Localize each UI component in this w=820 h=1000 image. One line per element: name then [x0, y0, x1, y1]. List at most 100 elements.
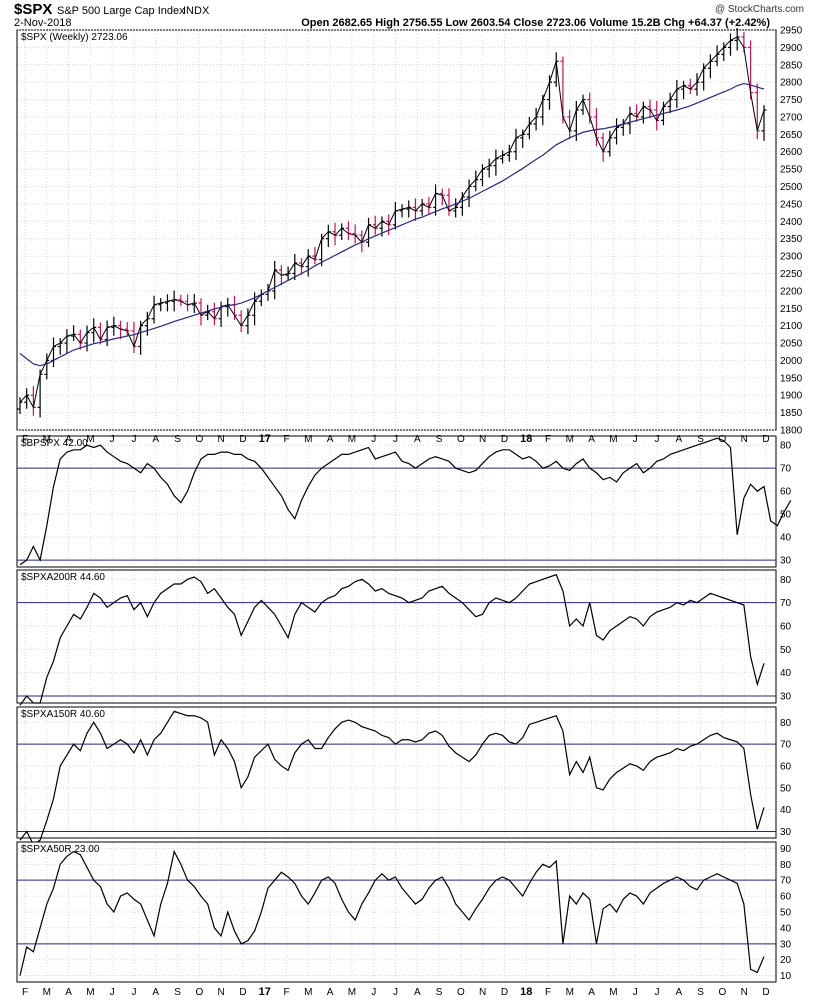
- panel-legend: $SPXA150R 40.60: [21, 709, 105, 720]
- x-tick-label: M: [566, 987, 574, 998]
- exchange-label: INDX: [183, 5, 210, 17]
- x-tick-label: A: [675, 434, 682, 445]
- y-tick-label: 2800: [780, 78, 803, 89]
- y-tick-label: 70: [780, 598, 792, 609]
- y-tick-label: 1950: [780, 373, 803, 384]
- x-tick-label: J: [393, 434, 398, 445]
- x-tick-label: 18: [520, 433, 532, 445]
- x-tick-label: D: [501, 434, 508, 445]
- x-tick-label: O: [457, 987, 465, 998]
- x-tick-label: M: [304, 987, 312, 998]
- quote-date: 2-Nov-2018: [14, 17, 71, 29]
- y-tick-label: 2450: [780, 199, 803, 210]
- y-tick-label: 2150: [780, 304, 803, 315]
- y-tick-label: 2500: [780, 182, 803, 193]
- panel-legend: $SPXA200R 44.60: [21, 572, 105, 583]
- panel-frame: [16, 435, 777, 568]
- y-tick-label: 60: [780, 487, 792, 498]
- y-tick-label: 2400: [780, 217, 803, 228]
- x-tick-label: S: [436, 987, 443, 998]
- ohlc-summary: Open 2682.65 High 2756.55 Low 2603.54 Cl…: [301, 17, 770, 29]
- panel-legend: $SPX (Weekly) 2723.06: [21, 32, 128, 43]
- y-tick-label: 2100: [780, 321, 803, 332]
- y-tick-label: 50: [780, 645, 792, 656]
- x-tick-label: A: [152, 987, 159, 998]
- x-tick-label: J: [110, 434, 115, 445]
- x-tick-label: A: [588, 434, 595, 445]
- x-tick-label: O: [195, 987, 203, 998]
- x-tick-label: F: [283, 987, 289, 998]
- x-tick-label: J: [131, 434, 136, 445]
- y-tick-label: 2650: [780, 130, 803, 141]
- index-name: S&P 500 Large Cap Index: [57, 5, 185, 17]
- bpspx-panel: 30 40 50 60 70 80 $BPSPX 42.00: [16, 435, 792, 568]
- y-tick-label: 50: [780, 510, 792, 521]
- y-tick-label: 2550: [780, 165, 803, 176]
- x-tick-label: M: [348, 434, 356, 445]
- x-tick-label: S: [697, 434, 704, 445]
- x-tick-label: A: [675, 987, 682, 998]
- y-tick-label: 2000: [780, 356, 803, 367]
- x-tick-label: D: [239, 987, 246, 998]
- x-tick-label: J: [131, 987, 136, 998]
- x-tick-label: D: [762, 434, 769, 445]
- x-tick-label: M: [566, 434, 574, 445]
- x-tick-label: A: [152, 434, 159, 445]
- y-tick-label: 50: [780, 783, 792, 794]
- y-tick-label: 2700: [780, 112, 803, 123]
- x-tick-label: A: [588, 987, 595, 998]
- x-tick-label: J: [393, 987, 398, 998]
- x-tick-label: M: [609, 987, 617, 998]
- y-tick-label: 50: [780, 908, 792, 919]
- x-tick-label: J: [655, 434, 660, 445]
- x-tick-label: M: [348, 987, 356, 998]
- y-tick-label: 2750: [780, 95, 803, 106]
- y-tick-label: 1850: [780, 408, 803, 419]
- y-tick-label: 30: [780, 556, 792, 567]
- x-tick-label: S: [174, 987, 181, 998]
- y-tick-label: 30: [780, 939, 792, 950]
- x-tick-label: N: [218, 434, 225, 445]
- y-tick-label: 2350: [780, 234, 803, 245]
- x-tick-label: 17: [259, 986, 271, 998]
- y-tick-label: 2250: [780, 269, 803, 280]
- indicator-line: [19, 710, 765, 846]
- x-tick-label: M: [304, 434, 312, 445]
- x-tick-label: O: [719, 434, 727, 445]
- x-tick-label: O: [195, 434, 203, 445]
- spxa150r-panel: 30 40 50 60 70 80 $SPXA150R 40.60: [16, 706, 792, 846]
- x-tick-label: M: [43, 434, 51, 445]
- y-tick-label: 2900: [780, 43, 803, 54]
- y-tick-label: 80: [780, 575, 792, 586]
- x-tick-label: J: [633, 434, 638, 445]
- y-tick-label: 60: [780, 622, 792, 633]
- y-tick-label: 40: [780, 805, 792, 816]
- moving-average-line: [19, 82, 765, 367]
- x-tick-label: M: [86, 987, 94, 998]
- x-tick-label: D: [762, 987, 769, 998]
- x-tick-label: 17: [259, 433, 271, 445]
- x-tick-label: A: [327, 987, 334, 998]
- x-tick-label: A: [414, 987, 421, 998]
- y-tick-label: 30: [780, 827, 792, 838]
- x-tick-label: M: [43, 987, 51, 998]
- y-tick-label: 2300: [780, 252, 803, 263]
- indicator-line: [19, 573, 765, 706]
- indicator-line: [19, 437, 792, 566]
- y-tick-label: 70: [780, 740, 792, 751]
- x-tick-label: N: [218, 987, 225, 998]
- y-tick-label: 60: [780, 761, 792, 772]
- x-tick-label: N: [479, 434, 486, 445]
- x-tick-label: S: [436, 434, 443, 445]
- price-panel: 1800 1850 1900 1950 2000 2050 2100 2150 2200 2250…: [16, 26, 803, 437]
- panel-frame: [16, 706, 777, 839]
- x-tick-label: D: [501, 987, 508, 998]
- y-tick-label: 80: [780, 718, 792, 729]
- x-tick-label: O: [719, 987, 727, 998]
- y-tick-label: 70: [780, 464, 792, 475]
- y-tick-label: 90: [780, 844, 792, 855]
- x-tick-label: A: [327, 434, 334, 445]
- x-tick-label: D: [239, 434, 246, 445]
- x-tick-label: M: [609, 434, 617, 445]
